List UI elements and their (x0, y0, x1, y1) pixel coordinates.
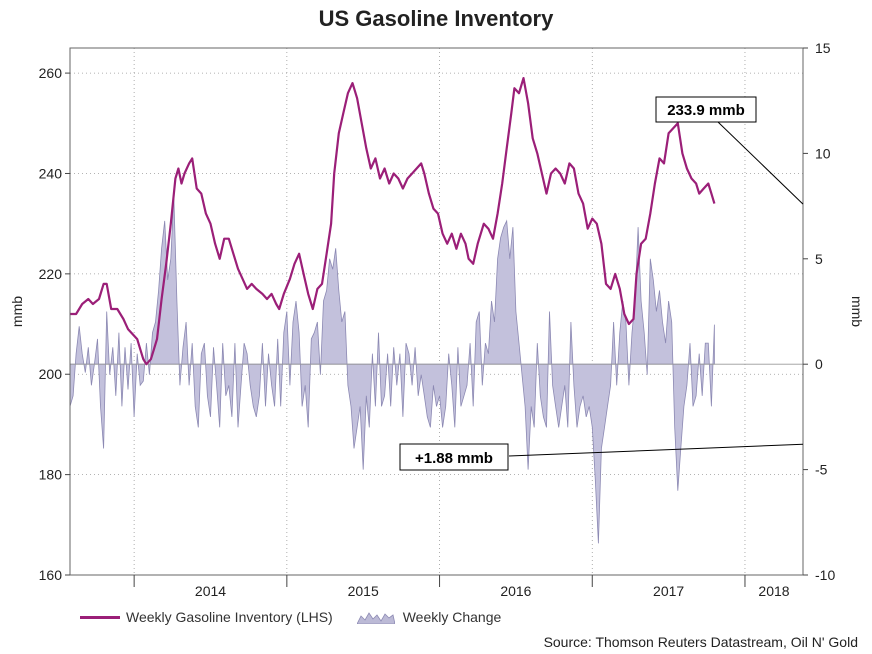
left-tick-label: 160 (39, 567, 63, 583)
axes: 160 180 200 220 240 260 -10 -5 0 5 10 15 2014 2015 201… (9, 40, 865, 599)
weekly-change-area-path (69, 195, 715, 544)
annotations: 233.9 mmb +1.88 mmb (399, 96, 804, 471)
legend-item-inventory: Weekly Gasoline Inventory (LHS) (80, 609, 333, 625)
legend-label-inventory: Weekly Gasoline Inventory (LHS) (126, 609, 333, 625)
grid (70, 48, 803, 576)
inventory-line (70, 76, 716, 366)
right-tick-label: -5 (815, 462, 828, 478)
left-tick-label: 240 (39, 165, 63, 181)
left-tick-label: 180 (39, 467, 63, 483)
right-tick-label: 15 (815, 40, 831, 56)
x-tick-label: 2017 (653, 583, 684, 599)
legend-swatch-area (356, 612, 395, 624)
right-tick-label: 5 (815, 251, 823, 267)
legend-label-weekly-change: Weekly Change (402, 609, 502, 625)
annotation-box-inventory (655, 96, 757, 123)
plot-frame (69, 47, 804, 576)
left-tick-label: 260 (39, 65, 63, 81)
annotation-leader-inventory (717, 121, 804, 205)
source-note: Source: Thomson Reuters Datastream, Oil … (543, 634, 858, 650)
right-tick-label: -10 (815, 567, 835, 583)
weekly-change-area (69, 195, 803, 544)
right-axis-title: mmb (849, 296, 865, 327)
inventory-line-path (70, 76, 716, 366)
legend-swatch-line (80, 615, 120, 619)
left-axis-title: mmb (9, 296, 25, 327)
x-tick-label: 2014 (195, 583, 226, 599)
x-tick-label: 2018 (758, 583, 789, 599)
x-tick-label: 2016 (500, 583, 531, 599)
legend: Weekly Gasoline Inventory (LHS) Weekly C… (80, 609, 525, 625)
annotation-box-weekly-change (399, 443, 509, 471)
annotation-leader-weekly-change (508, 443, 804, 457)
annotation-label-weekly-change: +1.88 mmb (415, 450, 493, 467)
chart-title: US Gasoline Inventory (318, 6, 554, 31)
left-tick-label: 220 (39, 266, 63, 282)
right-tick-label: 10 (815, 145, 831, 161)
x-tick-label: 2015 (348, 583, 379, 599)
legend-item-weekly-change: Weekly Change (356, 609, 502, 625)
right-tick-label: 0 (815, 356, 823, 372)
left-tick-label: 200 (39, 366, 63, 382)
annotation-label-inventory: 233.9 mmb (667, 102, 745, 119)
